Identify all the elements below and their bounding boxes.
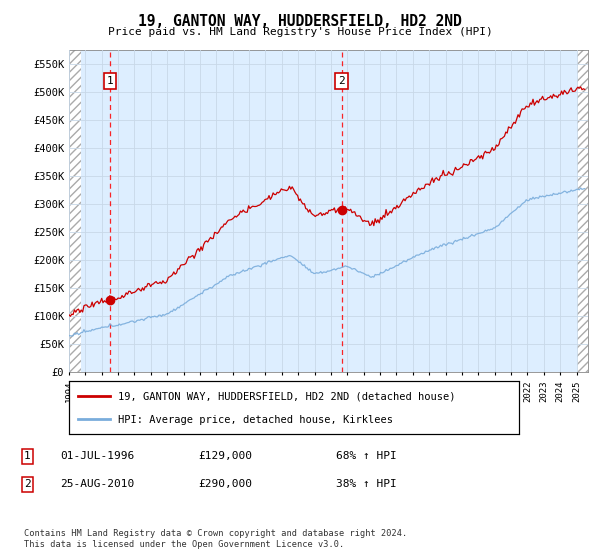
Text: 1: 1 <box>24 451 31 461</box>
Text: 01-JUL-1996: 01-JUL-1996 <box>60 451 134 461</box>
Text: £290,000: £290,000 <box>198 479 252 489</box>
Bar <box>577 50 588 372</box>
Text: £129,000: £129,000 <box>198 451 252 461</box>
Text: 38% ↑ HPI: 38% ↑ HPI <box>336 479 397 489</box>
Bar <box>69 50 81 372</box>
Text: 1: 1 <box>107 76 113 86</box>
Text: Price paid vs. HM Land Registry's House Price Index (HPI): Price paid vs. HM Land Registry's House … <box>107 27 493 37</box>
Text: 19, GANTON WAY, HUDDERSFIELD, HD2 2ND (detached house): 19, GANTON WAY, HUDDERSFIELD, HD2 2ND (d… <box>119 392 456 402</box>
Text: 68% ↑ HPI: 68% ↑ HPI <box>336 451 397 461</box>
Text: Contains HM Land Registry data © Crown copyright and database right 2024.
This d: Contains HM Land Registry data © Crown c… <box>24 529 407 549</box>
Text: 25-AUG-2010: 25-AUG-2010 <box>60 479 134 489</box>
Text: 2: 2 <box>338 76 345 86</box>
Text: HPI: Average price, detached house, Kirklees: HPI: Average price, detached house, Kirk… <box>119 415 394 425</box>
Text: 19, GANTON WAY, HUDDERSFIELD, HD2 2ND: 19, GANTON WAY, HUDDERSFIELD, HD2 2ND <box>138 14 462 29</box>
Text: 2: 2 <box>24 479 31 489</box>
